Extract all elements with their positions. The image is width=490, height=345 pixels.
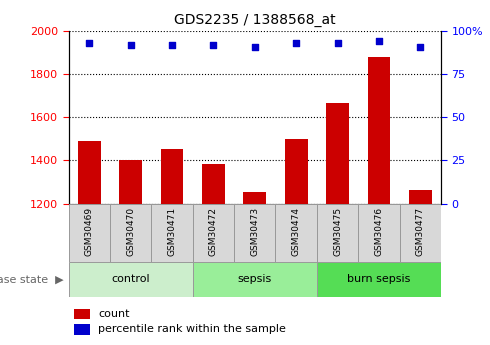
Point <box>168 42 176 48</box>
Bar <box>78 141 100 204</box>
Point <box>85 40 93 46</box>
Point <box>375 39 383 44</box>
Text: GSM30476: GSM30476 <box>374 207 384 256</box>
FancyBboxPatch shape <box>193 262 317 297</box>
FancyBboxPatch shape <box>110 204 151 262</box>
Text: GSM30471: GSM30471 <box>168 207 176 256</box>
Text: GSM30470: GSM30470 <box>126 207 135 256</box>
Point <box>416 44 424 49</box>
FancyBboxPatch shape <box>317 262 441 297</box>
Bar <box>74 324 90 335</box>
Text: sepsis: sepsis <box>238 275 272 284</box>
Point <box>251 44 259 49</box>
Text: control: control <box>111 275 150 284</box>
FancyBboxPatch shape <box>151 204 193 262</box>
FancyBboxPatch shape <box>317 204 358 262</box>
Bar <box>326 103 349 204</box>
Text: disease state  ▶: disease state ▶ <box>0 275 64 284</box>
Point <box>292 40 300 46</box>
Text: GSM30472: GSM30472 <box>209 207 218 256</box>
FancyBboxPatch shape <box>69 262 193 297</box>
Bar <box>161 149 183 204</box>
Bar <box>119 160 142 204</box>
Text: GSM30475: GSM30475 <box>333 207 342 256</box>
Text: GSM30477: GSM30477 <box>416 207 425 256</box>
FancyBboxPatch shape <box>400 204 441 262</box>
Text: burn sepsis: burn sepsis <box>347 275 411 284</box>
Point <box>334 40 342 46</box>
Text: GSM30473: GSM30473 <box>250 207 259 256</box>
FancyBboxPatch shape <box>69 204 110 262</box>
Bar <box>285 139 308 204</box>
FancyBboxPatch shape <box>275 204 317 262</box>
Point <box>127 42 135 48</box>
Point <box>210 42 218 48</box>
FancyBboxPatch shape <box>358 204 400 262</box>
Bar <box>244 192 266 204</box>
Bar <box>368 57 391 204</box>
FancyBboxPatch shape <box>193 204 234 262</box>
Bar <box>74 309 90 319</box>
Text: GSM30469: GSM30469 <box>85 207 94 256</box>
Text: GSM30474: GSM30474 <box>292 207 301 256</box>
Text: percentile rank within the sample: percentile rank within the sample <box>98 325 286 334</box>
Bar <box>409 189 432 204</box>
Text: count: count <box>98 309 129 319</box>
Title: GDS2235 / 1388568_at: GDS2235 / 1388568_at <box>174 13 336 27</box>
Bar <box>202 164 225 204</box>
FancyBboxPatch shape <box>234 204 275 262</box>
